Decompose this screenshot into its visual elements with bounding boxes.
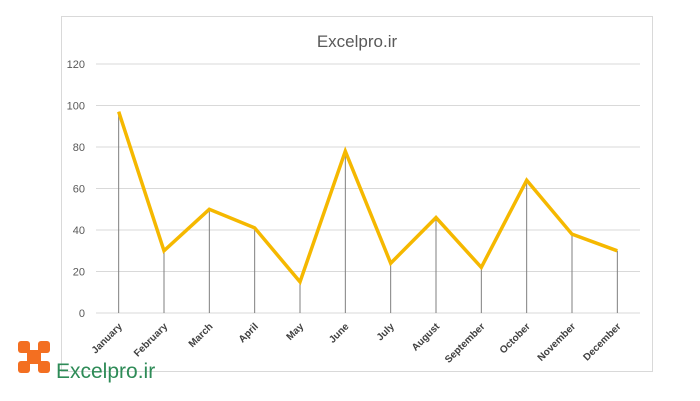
logo-icon-part	[38, 361, 50, 373]
x-tick-label: November	[536, 321, 578, 363]
x-axis-ticks: January February March April May June July Augu…	[90, 321, 624, 366]
y-tick-label: 60	[73, 184, 85, 196]
logo-icon-part	[27, 350, 41, 364]
series-group	[117, 111, 618, 286]
chart-title: Excelpro.ir	[317, 32, 398, 51]
logo-text: Excelpro.ir	[56, 360, 155, 383]
y-axis-ticks: 0 20 40 60 80 100 120	[67, 59, 85, 320]
gridlines	[96, 63, 640, 314]
x-tick-label: January	[90, 321, 125, 356]
y-tick-label: 120	[67, 59, 85, 71]
excelpro-logo-icon	[18, 341, 50, 373]
x-tick-label: August	[410, 321, 443, 354]
x-tick-label: February	[132, 321, 170, 359]
y-tick-label: 100	[67, 101, 85, 113]
drop-lines	[118, 111, 618, 313]
x-tick-label: April	[237, 321, 261, 345]
x-tick-label: September	[443, 321, 487, 365]
y-tick-label: 40	[73, 225, 85, 237]
x-tick-label: July	[375, 321, 397, 343]
y-tick-label: 80	[73, 142, 85, 154]
x-tick-label: March	[187, 321, 216, 350]
y-tick-label: 0	[79, 308, 85, 320]
logo-icon-part	[38, 341, 50, 353]
x-tick-label: May	[285, 321, 307, 343]
x-tick-label: June	[327, 321, 352, 346]
x-tick-label: December	[581, 321, 623, 363]
series-line	[117, 111, 618, 286]
x-tick-label: October	[498, 321, 533, 356]
logo-icon-part	[18, 361, 30, 373]
logo-icon-part	[18, 341, 30, 353]
y-tick-label: 20	[73, 267, 85, 279]
